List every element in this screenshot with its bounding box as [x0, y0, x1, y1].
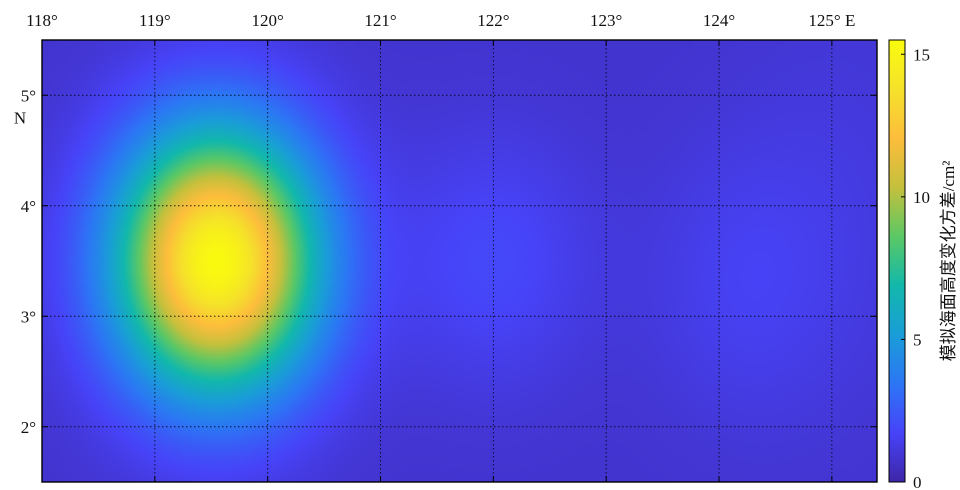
colorbar-tick-label: 5 — [913, 330, 922, 349]
x-tick-label: 119° — [139, 11, 171, 30]
y-hemisphere-label: N — [14, 108, 26, 127]
y-tick-label: 2° — [21, 418, 36, 437]
x-tick-label: 121° — [364, 11, 396, 30]
y-tick-label: 4° — [21, 197, 36, 216]
y-tick-label: 3° — [21, 307, 36, 326]
colorbar-gradient — [889, 40, 905, 482]
x-tick-label: 118° — [26, 11, 58, 30]
colorbar-title: 模拟海面高度变化方差/cm² — [939, 161, 958, 362]
x-tick-label: 125° E — [808, 11, 855, 30]
colorbar-frame — [888, 39, 906, 483]
heatmap-field — [42, 40, 877, 482]
x-tick-label: 120° — [252, 11, 284, 30]
colorbar-tick-label: 15 — [913, 45, 930, 64]
x-tick-label: 123° — [590, 11, 622, 30]
colorbar-ticks: 0 5 10 15 — [901, 45, 930, 490]
colorbar-tick-label: 10 — [913, 188, 930, 207]
y-axis-ticks: 5° N 4° 3° 2° — [14, 86, 877, 437]
x-tick-label: 122° — [477, 11, 509, 30]
gridlines — [42, 40, 877, 482]
y-tick-label: 5° — [21, 86, 36, 105]
colorbar: 0 5 10 15 模拟海面高度变化方差/cm² — [888, 39, 958, 490]
x-axis-ticks: 118° 119° 120° 121° 122° 123° 124° 125° E — [26, 11, 855, 482]
x-tick-label: 124° — [703, 11, 735, 30]
colorbar-tick-label: 0 — [913, 473, 922, 490]
heatmap-image — [42, 40, 877, 482]
plot-frame — [41, 39, 878, 483]
